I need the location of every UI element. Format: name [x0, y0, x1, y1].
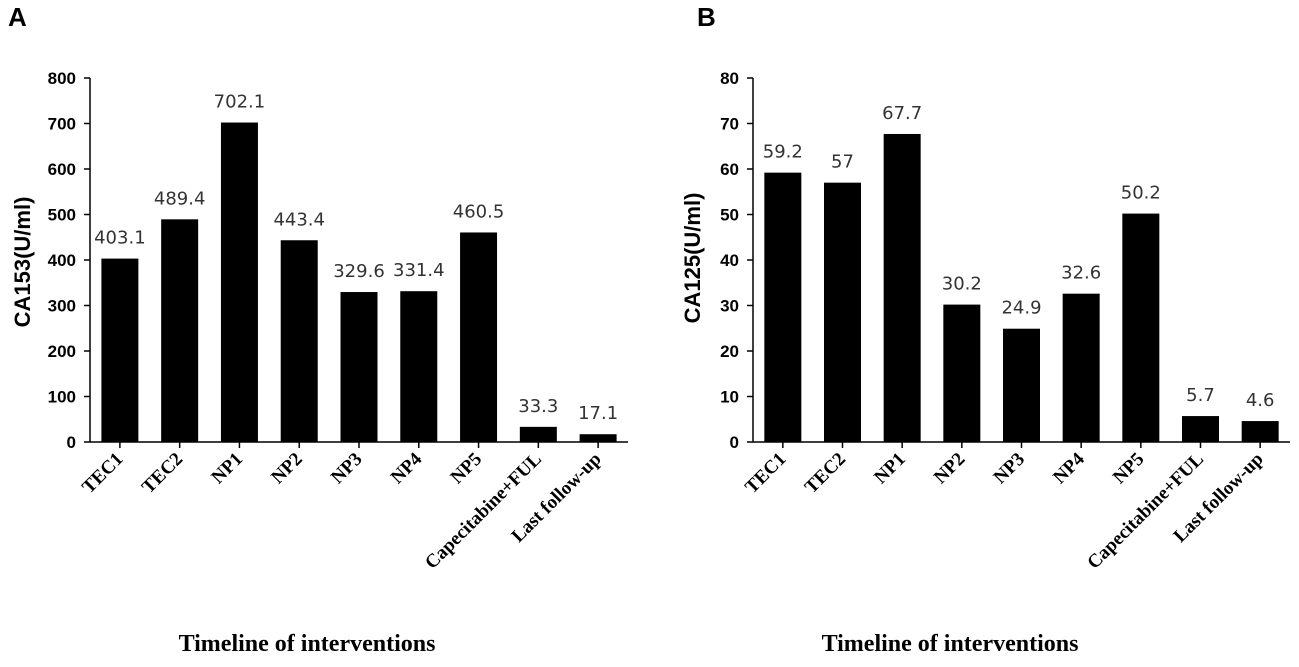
panel-b-x-tick-label: NP4 [1049, 448, 1089, 488]
panel-a-y-axis-title: CA153(U/ml) [10, 197, 35, 328]
panel-a-data-label: 443.4 [273, 209, 325, 230]
panel-a-x-tick-label: TEC2 [138, 449, 187, 498]
panel-a-y-tick-label: 100 [48, 388, 76, 407]
panel-a-letter: A [8, 2, 27, 32]
panel-b-data-labels: 59.2 57 67.7 30.2 24.9 32.6 50.2 5.7 4.6 [763, 103, 1275, 411]
panel-a-axes [89, 78, 628, 443]
panel-a-data-labels: 403.1 489.4 702.1 443.4 329.6 331.4 460.5 33.3 1… [94, 92, 618, 425]
panel-b-bars [764, 133, 1279, 442]
panel-a-bar [519, 426, 557, 442]
panel-a-y-tick-label: 500 [48, 206, 76, 225]
panel-a-bar [101, 258, 139, 442]
panel-b-x-tick-label: NP1 [870, 449, 909, 488]
panel-b-y-tick-label: 40 [720, 251, 739, 270]
panel-a-bar [280, 240, 318, 442]
panel-a-data-label: 331.4 [393, 260, 445, 281]
panel-a-y-ticks: 0 100 200 300 400 500 600 700 800 [48, 69, 90, 452]
panel-b-x-tick-label: TEC1 [741, 449, 790, 498]
panel-a-bar [579, 434, 617, 442]
panel-a-data-label: 489.4 [154, 188, 206, 209]
panel-a-x-tick-label: NP1 [208, 449, 247, 488]
panel-a-bar [400, 291, 438, 442]
panel-b-x-ticks: TEC1 TEC2 NP1 NP2 NP3 NP4 NP5Capecitabine+FULL… [741, 442, 1268, 573]
panel-b-bar [1122, 213, 1160, 442]
panel-a-data-label: 33.3 [518, 396, 558, 417]
panel-a-x-ticks: TEC1 TEC2 NP1 NP2 NP3 NP4 NP5Capecitabine+FULL… [78, 442, 606, 573]
panel-b-bar [1241, 421, 1279, 442]
panel-b-x-tick-label: NP3 [990, 449, 1029, 488]
panel-b-y-tick-label: 50 [720, 206, 739, 225]
panel-a-y-tick-label: 200 [48, 342, 76, 361]
panel-b-bar [824, 182, 861, 442]
panel-b-y-tick-label: 20 [720, 342, 739, 361]
panel-a-data-label: 460.5 [453, 201, 505, 222]
panel-b-y-tick-label: 10 [720, 388, 739, 407]
panel-b-bar [943, 304, 981, 442]
panel-a-data-label: 329.6 [333, 261, 385, 282]
panel-b-y-tick-label: 60 [720, 160, 739, 179]
panel-a-x-tick-label: NP5 [447, 449, 486, 488]
panel-b-data-label: 50.2 [1121, 183, 1161, 204]
panel-b-data-label: 4.6 [1246, 390, 1275, 411]
panel-a-bar [460, 232, 498, 442]
panel-a-x-tick-label: NP4 [387, 448, 427, 488]
panel-b-letter: B [697, 2, 716, 32]
panel-a-data-label: 403.1 [94, 228, 146, 249]
panel-a-bar [340, 292, 378, 442]
panel-a-y-tick-label: 300 [48, 297, 76, 316]
panel-a-bar [161, 219, 199, 442]
panel-b-bar [1062, 293, 1100, 442]
panel-b-x-axis-title: Timeline of interventions [822, 631, 1079, 657]
panel-b-y-tick-label: 30 [720, 297, 739, 316]
panel-a-y-tick-label: 800 [48, 69, 76, 88]
panel-a-x-tick-label: NP2 [267, 449, 306, 488]
panel-b-data-label: 57 [831, 152, 854, 173]
panel-b-axes [752, 78, 1290, 443]
panel-b-y-tick-label: 70 [720, 115, 739, 134]
panel-b-x-tick-label: NP2 [930, 449, 969, 488]
panel-b-y-tick-label: 0 [730, 433, 739, 452]
panel-a-data-label: 17.1 [578, 403, 618, 424]
panel-a-bars [101, 122, 617, 443]
panel-a-y-tick-label: 700 [48, 115, 76, 134]
panel-b-data-label: 24.9 [1001, 298, 1041, 319]
panel-b-bar [764, 172, 802, 442]
panel-b-data-label: 67.7 [882, 103, 922, 124]
panel-a-chart: A CA153(U/ml) Timeline of interventions … [8, 2, 628, 657]
panel-b-y-tick-label: 80 [720, 69, 739, 88]
panel-b-x-tick-label: TEC2 [801, 449, 850, 498]
panel-b-y-ticks: 0 10 20 30 40 50 60 70 80 [720, 69, 753, 452]
panel-b-x-tick-label: NP5 [1109, 449, 1148, 488]
panel-b-chart: B CA125(U/ml) Timeline of interventions … [680, 2, 1290, 657]
panel-b-data-label: 30.2 [942, 274, 982, 295]
panel-b-bar [883, 133, 921, 442]
panel-b-bar [1182, 416, 1219, 442]
panel-b-y-axis-title: CA125(U/ml) [680, 193, 705, 324]
panel-a-y-tick-label: 400 [48, 251, 76, 270]
panel-b-data-label: 5.7 [1186, 385, 1215, 406]
panel-a-y-tick-label: 600 [48, 160, 76, 179]
panel-a-y-tick-label: 0 [67, 433, 76, 452]
panel-b-data-label: 59.2 [763, 142, 803, 163]
panel-a-data-label: 702.1 [214, 92, 266, 113]
panel-b-bar [1003, 328, 1040, 442]
panel-a-x-tick-label: NP3 [327, 449, 366, 488]
panel-b-data-label: 32.6 [1061, 263, 1101, 284]
panel-a-x-tick-label: TEC1 [78, 449, 127, 498]
panel-a-bar [220, 122, 258, 443]
panel-a-x-axis-title: Timeline of interventions [179, 631, 436, 657]
